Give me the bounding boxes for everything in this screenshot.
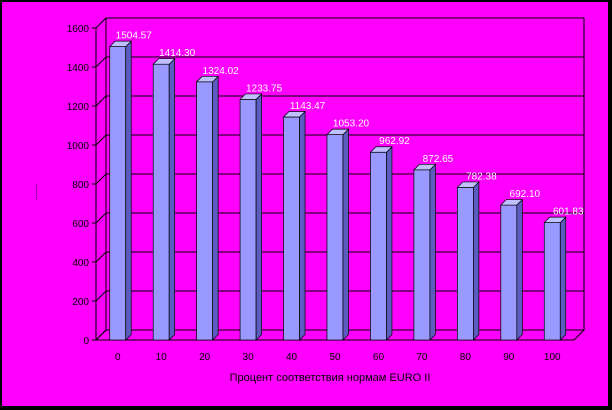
y-axis-title: ........ [34, 183, 43, 201]
gridline-side [95, 251, 107, 263]
bar-front [152, 63, 170, 341]
bar-side [212, 75, 219, 341]
bar [239, 93, 263, 341]
bar-front [109, 46, 127, 341]
chart-frame: 0 200 400 600 800 1000 1200 1400 1600 0 10 20 30 40 5… [2, 2, 608, 406]
x-tick-label: 0 [115, 352, 121, 363]
bar-top [499, 199, 524, 206]
x-tick-label: 50 [329, 352, 341, 363]
x-tick-labels: 0 10 20 30 40 50 60 70 80 90 100 [115, 352, 561, 363]
gridline-side [95, 212, 107, 224]
x-tick-label: 10 [156, 352, 168, 363]
x-axis-title: Процент соответствия нормам EURO II [230, 372, 431, 384]
x-tick-label: 30 [243, 352, 255, 363]
bar-top [195, 75, 219, 83]
bar-side [559, 216, 567, 341]
bar-side [386, 145, 393, 341]
bar-front [239, 99, 257, 341]
data-label: 601.83 [553, 207, 584, 218]
y-tick-label: 400 [72, 258, 89, 269]
gridline-side [95, 17, 107, 29]
bar [499, 198, 524, 341]
bar-side [429, 163, 436, 341]
bar-top [282, 111, 306, 118]
x-tick-label: 80 [460, 352, 472, 363]
gridline-side [95, 173, 107, 185]
x-tick-label: 40 [286, 352, 298, 363]
data-label: 782.38 [466, 171, 497, 182]
y-tick-label: 1600 [67, 24, 90, 35]
bar-top [369, 146, 393, 153]
y-tick-labels: 0 200 400 600 800 1000 1200 1400 1600 [67, 24, 90, 347]
bar-top [456, 181, 480, 188]
x-tick-label: 90 [503, 352, 515, 363]
data-labels: 1504.57 1414.30 1324.02 1233.75 1143.47 1053.… [116, 31, 584, 218]
x-tick-label: 70 [416, 352, 428, 363]
data-label: 1504.57 [116, 31, 153, 42]
bar-top [152, 58, 176, 65]
y-tick-label: 1400 [67, 63, 90, 74]
bar-side [125, 40, 132, 341]
bar [195, 75, 219, 341]
data-label: 962.92 [379, 136, 410, 147]
y-tick-label: 1200 [67, 102, 90, 113]
bar-side [255, 93, 262, 341]
bar [543, 216, 567, 341]
gridline-side [95, 56, 107, 68]
bar-front [543, 222, 561, 341]
data-label: 1233.75 [246, 83, 283, 94]
bar [108, 40, 133, 341]
data-label: 1143.47 [290, 101, 326, 112]
data-label: 1053.20 [333, 119, 370, 130]
bar [282, 110, 306, 341]
gridline-side [95, 290, 107, 302]
bar [369, 145, 393, 341]
bar-side [342, 128, 349, 341]
bar [413, 163, 437, 341]
x-tick-label: 100 [544, 352, 561, 363]
y-tick-label: 200 [72, 297, 89, 308]
bar-front [326, 134, 344, 341]
gridline-side [95, 134, 107, 146]
x-tick-label: 20 [199, 352, 211, 363]
x-tick-label: 60 [373, 352, 385, 363]
y-tick-label: 1000 [67, 141, 90, 152]
gridline-side [95, 95, 107, 107]
bar-front [196, 81, 213, 341]
data-label: 692.10 [510, 189, 541, 200]
bar-chart: 0 200 400 600 800 1000 1200 1400 1600 0 10 20 30 40 5… [34, 17, 586, 384]
bar-top [108, 40, 133, 47]
bar-side [168, 57, 176, 341]
bars [108, 40, 567, 341]
bar [326, 128, 350, 341]
bar-side [299, 110, 306, 341]
bar-side [516, 198, 523, 341]
bar-front [457, 187, 474, 341]
y-tick-label: 800 [72, 180, 89, 191]
bar-front [370, 151, 387, 341]
data-label: 1324.02 [203, 66, 240, 77]
bar-top [413, 163, 437, 171]
bar-top [326, 128, 350, 135]
bar-top [543, 216, 567, 223]
y-tick-label: 600 [72, 219, 89, 230]
bar [152, 57, 176, 341]
bar-side [473, 181, 480, 341]
data-label: 1414.30 [159, 48, 196, 59]
bar [456, 181, 480, 341]
bar-front [283, 116, 300, 341]
bar-front [413, 169, 431, 341]
bar-top [239, 93, 263, 100]
y-tick-label: 0 [83, 336, 89, 347]
data-label: 872.65 [423, 154, 454, 165]
bar-front [500, 204, 518, 341]
